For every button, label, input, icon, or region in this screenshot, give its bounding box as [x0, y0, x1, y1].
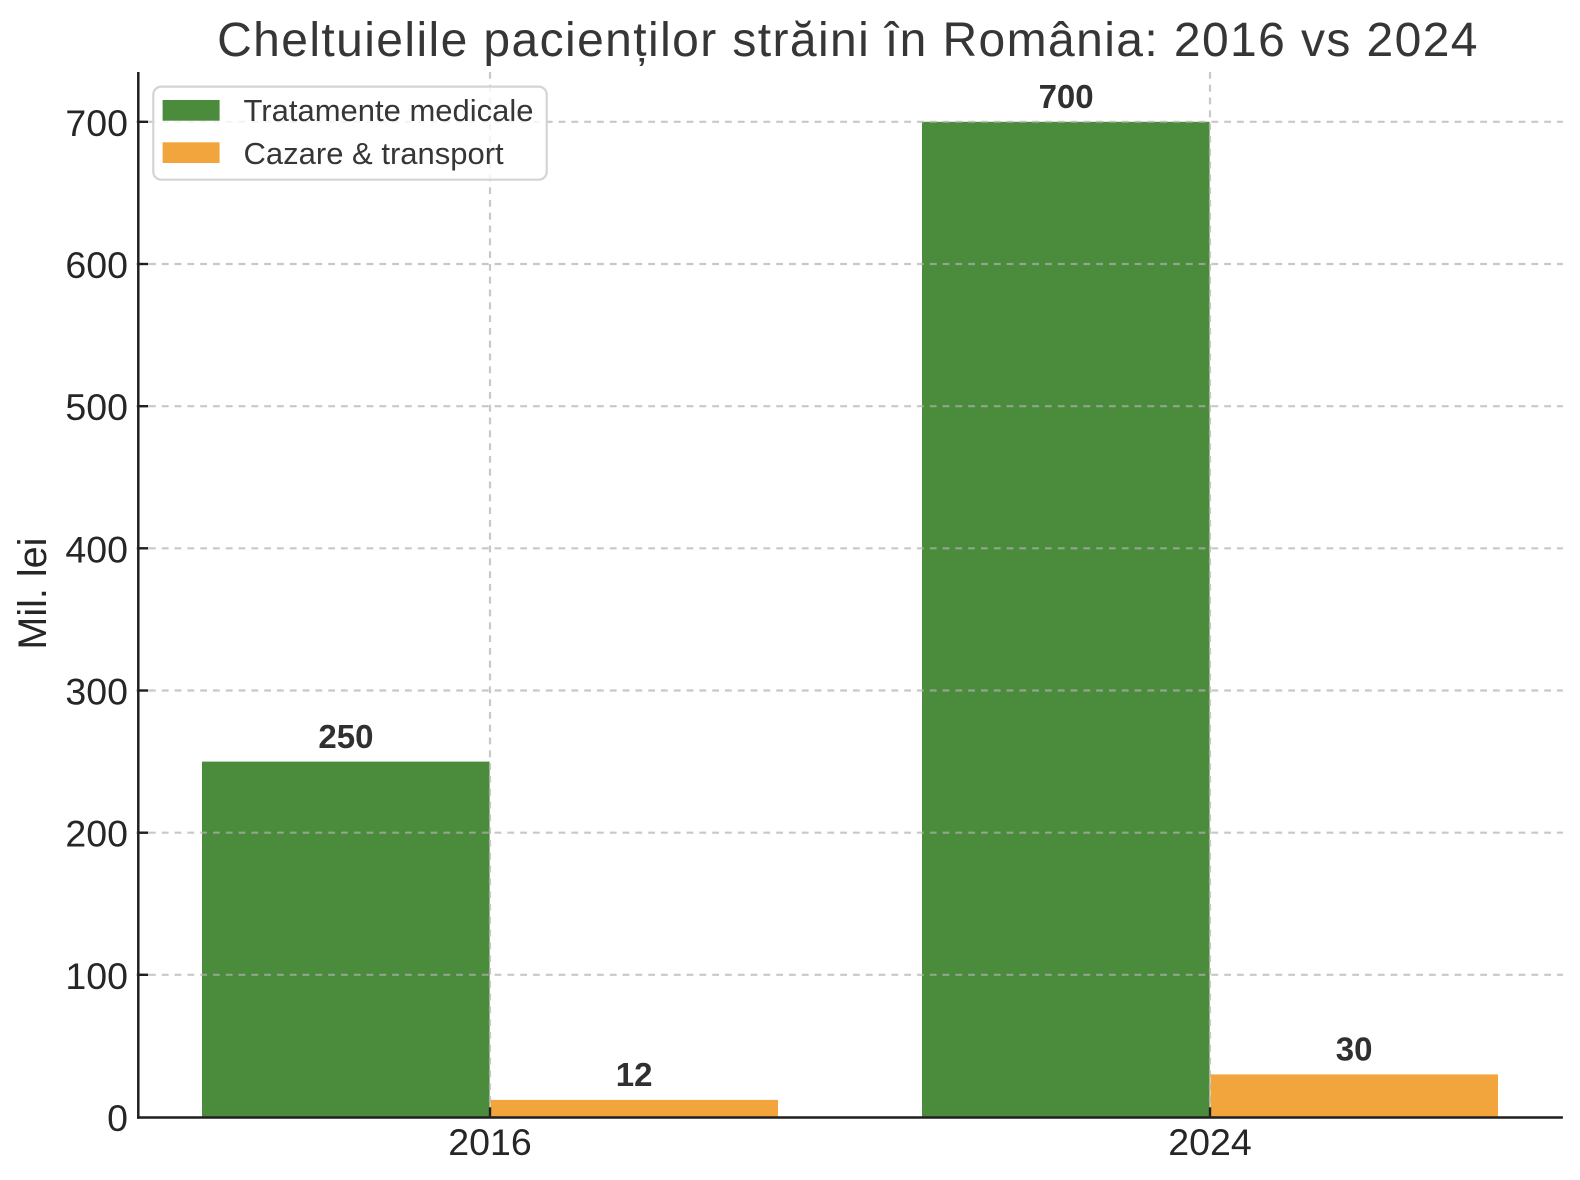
svg-text:Tratamente medicale: Tratamente medicale [244, 93, 534, 128]
svg-text:Cheltuielile pacienților străi: Cheltuielile pacienților străini în Româ… [217, 14, 1479, 67]
svg-text:0: 0 [107, 1097, 128, 1139]
svg-text:500: 500 [65, 386, 128, 428]
svg-text:2016: 2016 [448, 1121, 531, 1163]
svg-text:250: 250 [318, 718, 373, 755]
svg-text:30: 30 [1336, 1030, 1373, 1067]
svg-text:200: 200 [65, 813, 128, 855]
svg-text:12: 12 [616, 1056, 653, 1093]
svg-text:Cazare & transport: Cazare & transport [244, 136, 505, 171]
svg-text:300: 300 [65, 671, 128, 713]
svg-text:100: 100 [65, 955, 128, 997]
svg-text:700: 700 [65, 102, 128, 144]
svg-text:400: 400 [65, 528, 128, 570]
svg-text:700: 700 [1039, 78, 1094, 115]
svg-text:600: 600 [65, 244, 128, 286]
svg-text:Mil. lei: Mil. lei [11, 538, 55, 650]
svg-text:2024: 2024 [1168, 1121, 1251, 1163]
